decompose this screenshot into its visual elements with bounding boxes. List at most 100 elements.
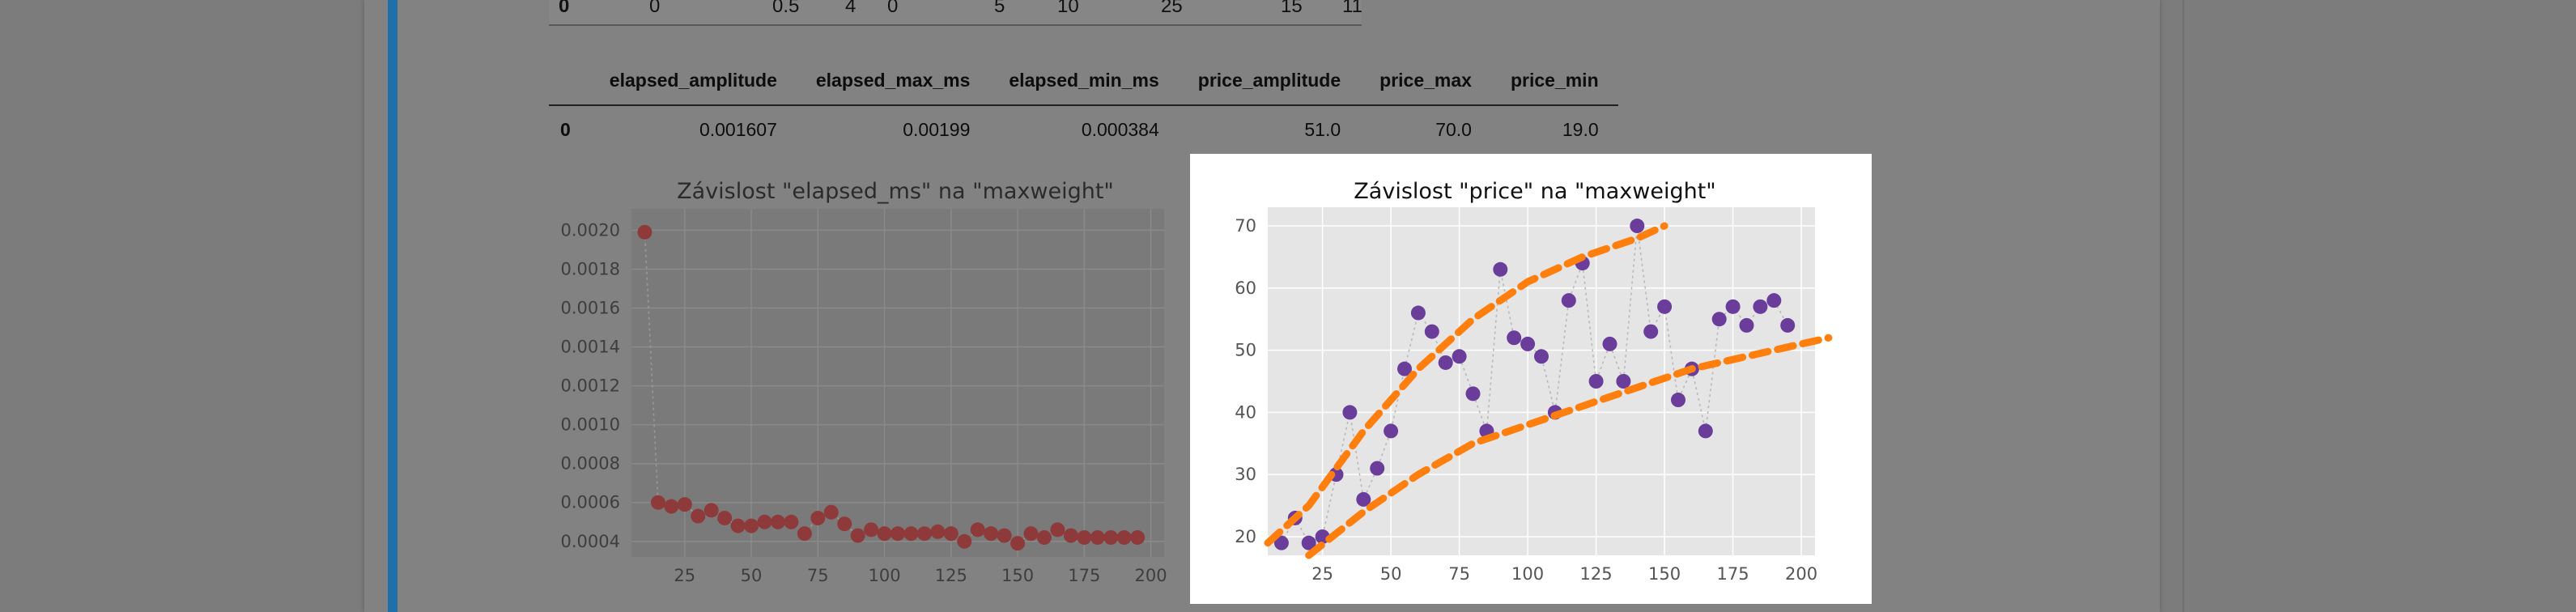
x-tick-label: 75: [1448, 564, 1470, 584]
data-point: [1739, 317, 1754, 333]
data-point: [1657, 299, 1673, 314]
y-tick-label: 0.0016: [561, 299, 620, 318]
column-header: price_amplitude: [1197, 70, 1341, 91]
column-header: elapsed_max_ms: [815, 70, 971, 91]
window-background-left: [0, 0, 364, 612]
x-tick-label: 25: [1311, 564, 1333, 584]
data-point: [1671, 393, 1685, 408]
data-point: [903, 526, 919, 542]
price-scatter-plot: Závislost "price" na "maxweight" 25 50 75 1…: [1190, 154, 1872, 604]
data-point: [957, 533, 972, 549]
data-point: [744, 518, 759, 533]
data-point: [1301, 535, 1316, 550]
data-point: [930, 524, 946, 539]
data-point: [1356, 491, 1371, 507]
data-point: [1465, 386, 1481, 402]
table-cell: 0: [649, 0, 661, 17]
data-point: [1273, 535, 1289, 550]
table-cell: 0.00199: [903, 119, 971, 140]
x-tick-label: 200: [1785, 564, 1817, 584]
x-tick-label: 150: [1648, 564, 1681, 584]
data-point: [1780, 317, 1796, 333]
data-point: [1630, 219, 1645, 234]
y-tick-label: 30: [1235, 465, 1256, 484]
data-point: [1023, 526, 1039, 542]
y-tick-label: 0.0008: [561, 454, 620, 474]
series-line: [1281, 225, 1788, 544]
x-tick-label: 100: [869, 566, 901, 585]
y-tick-label: 0.0020: [561, 220, 620, 240]
active-cell-indicator[interactable]: [388, 0, 397, 612]
data-point: [664, 499, 679, 514]
row-index: 0: [560, 119, 571, 140]
column-header: [549, 62, 590, 105]
table-cell: 0: [887, 0, 899, 17]
data-point: [916, 526, 932, 542]
x-tick-label: 50: [741, 566, 763, 585]
panel-divider: [2183, 0, 2184, 612]
table-cell: 0.001607: [699, 119, 777, 140]
data-point: [650, 495, 665, 510]
data-point: [1725, 299, 1741, 314]
annotation-dashed-curve: [1305, 334, 1833, 559]
data-point: [1698, 423, 1713, 439]
x-tick-label: 75: [807, 566, 829, 585]
y-tick-label: 40: [1235, 402, 1256, 422]
table-cell: 25: [1161, 0, 1183, 17]
y-tick-label: 70: [1235, 216, 1256, 236]
y-tick-label: 20: [1235, 527, 1256, 546]
data-point: [1424, 324, 1439, 339]
data-point: [1616, 374, 1631, 389]
data-point: [1010, 536, 1026, 551]
dataframe-top-row: 0 0 0.5 4 0 5 10 25 15 11: [549, 0, 1362, 26]
data-point: [1063, 528, 1078, 543]
x-tick-label: 100: [1511, 564, 1544, 584]
data-point: [1130, 529, 1146, 545]
x-tick-label: 125: [1580, 564, 1613, 584]
data-point: [770, 514, 785, 529]
table-row: 0 0.001607 0.00199 0.000384 51.0 70.0 19…: [549, 105, 1618, 149]
column-header: elapsed_min_ms: [1009, 70, 1159, 91]
table-cell: 70.0: [1435, 119, 1472, 140]
x-tick-label: 175: [1717, 564, 1749, 584]
data-point: [810, 510, 826, 525]
window-background-right: [2160, 0, 2576, 612]
data-point: [877, 526, 892, 542]
plot-area: [631, 209, 1164, 557]
data-point: [1643, 324, 1659, 339]
data-point: [943, 526, 959, 542]
y-tick-label: 0.0004: [561, 532, 620, 551]
y-tick-label: 0.0006: [561, 493, 620, 512]
data-point: [1370, 461, 1385, 476]
table-cell: 10: [1057, 0, 1079, 17]
x-tick-label: 25: [674, 566, 695, 585]
data-point: [797, 526, 812, 542]
data-point: [1561, 293, 1576, 308]
data-point: [823, 504, 839, 520]
data-point: [1077, 529, 1092, 545]
data-point: [1438, 355, 1453, 370]
y-tick-label: 0.0010: [561, 415, 620, 435]
data-point: [850, 528, 865, 543]
column-header: elapsed_amplitude: [609, 70, 777, 91]
y-tick-label: 0.0018: [561, 259, 620, 278]
data-point: [1090, 529, 1105, 545]
column-header: price_min: [1510, 70, 1599, 91]
data-point: [1410, 305, 1426, 321]
data-point: [637, 224, 653, 240]
x-tick-label: 200: [1135, 566, 1167, 585]
data-point: [1103, 529, 1119, 545]
elapsed-scatter-plot: Závislost "elapsed_ms" na "maxweight" 25…: [561, 179, 1167, 585]
table-cell: 19.0: [1562, 119, 1599, 140]
x-tick-label: 125: [935, 566, 967, 585]
data-point: [837, 516, 852, 532]
x-tick-label: 175: [1068, 566, 1100, 585]
data-point: [1116, 529, 1132, 545]
data-point: [984, 526, 999, 542]
data-point: [1397, 361, 1412, 376]
data-point: [864, 522, 879, 538]
data-point: [784, 514, 799, 529]
annotation-dashed-curve: [1264, 222, 1668, 547]
row-index: 0: [559, 0, 570, 17]
data-point: [1534, 349, 1549, 364]
